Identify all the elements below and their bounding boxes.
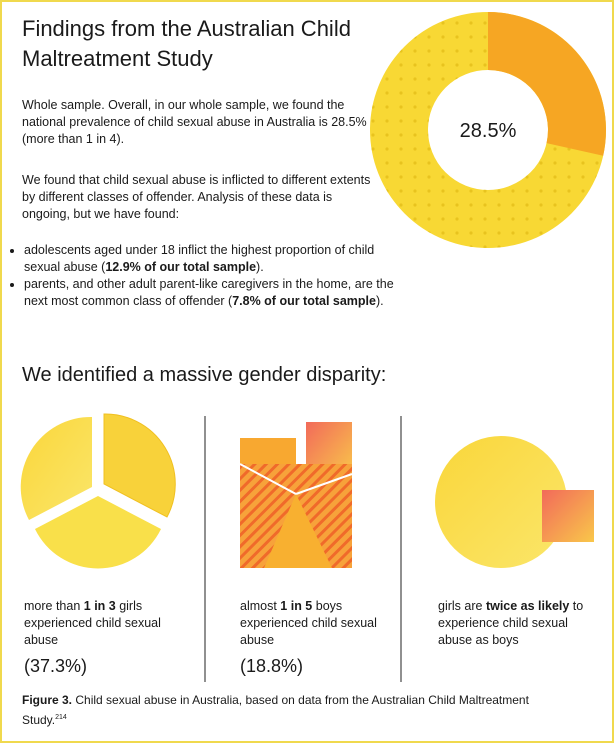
- bullet-list: adolescents aged under 18 inflict the hi…: [6, 242, 396, 310]
- bold-text: Figure 3.: [22, 693, 73, 707]
- superscript: 214: [55, 714, 67, 721]
- text: Child sexual abuse in Australia, based o…: [22, 693, 529, 727]
- heading: We identified a massive gender disparity…: [22, 364, 387, 386]
- bullet: parents, and other adult parent-like car…: [24, 276, 396, 310]
- bold-text: 7.8% of our total sample: [232, 294, 376, 308]
- text: ).: [375, 294, 384, 308]
- paragraph: We found that child sexual abuse is infl…: [22, 173, 371, 221]
- stat: (37.3%): [24, 656, 88, 676]
- donut-chart: [370, 12, 606, 248]
- caption: Figure 3. Child sexual abuse in Australi…: [22, 692, 562, 729]
- text: parents, and other adult parent-like car…: [24, 277, 394, 308]
- girls-pie: [20, 413, 176, 569]
- text: adolescents aged under 18 inflict the hi…: [24, 243, 375, 274]
- text: ).: [256, 260, 264, 274]
- text: girls experienced child sexual abuse: [24, 599, 161, 647]
- paragraph: Whole sample. Overall, in our whole samp…: [22, 98, 367, 146]
- bold-text: 12.9% of our total sample: [105, 260, 257, 274]
- bold-text: 1 in 3: [83, 599, 116, 613]
- bullet: adolescents aged under 18 inflict the hi…: [24, 242, 396, 276]
- comparison-shapes: [435, 436, 594, 568]
- panel-text: girls are twice as likely to experience …: [438, 598, 588, 649]
- text: girls are: [438, 599, 486, 613]
- boys-shapes: [239, 422, 353, 568]
- title: Findings from the Australian Child Maltr…: [22, 16, 351, 71]
- stat: (18.8%): [240, 656, 304, 676]
- panel-text: more than 1 in 3 girls experienced child…: [24, 598, 164, 649]
- panel-text: almost 1 in 5 boys experienced child sex…: [240, 598, 380, 649]
- donut-segment: [488, 12, 606, 156]
- text: more than: [24, 599, 84, 613]
- text: boys experienced child sexual abuse: [240, 599, 377, 647]
- bold-text: twice as likely: [485, 599, 570, 613]
- donut-label: 28.5%: [459, 120, 517, 142]
- text: almost: [240, 599, 281, 613]
- text: to experience child sexual abuse as boys: [438, 599, 584, 647]
- bold-text: 1 in 5: [280, 599, 313, 613]
